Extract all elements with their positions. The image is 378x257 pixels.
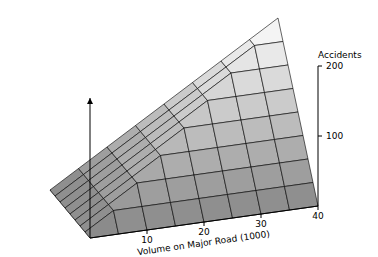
- svg-text:20: 20: [198, 227, 210, 237]
- svg-text:100: 100: [326, 131, 343, 141]
- svg-text:200: 200: [326, 61, 343, 71]
- svg-text:Volume on Major Road (1000): Volume on Major Road (1000): [137, 229, 271, 257]
- svg-text:30: 30: [255, 219, 267, 229]
- svg-text:Accidents: Accidents: [318, 50, 362, 60]
- svg-text:40: 40: [312, 211, 324, 221]
- svg-text:10: 10: [141, 235, 153, 245]
